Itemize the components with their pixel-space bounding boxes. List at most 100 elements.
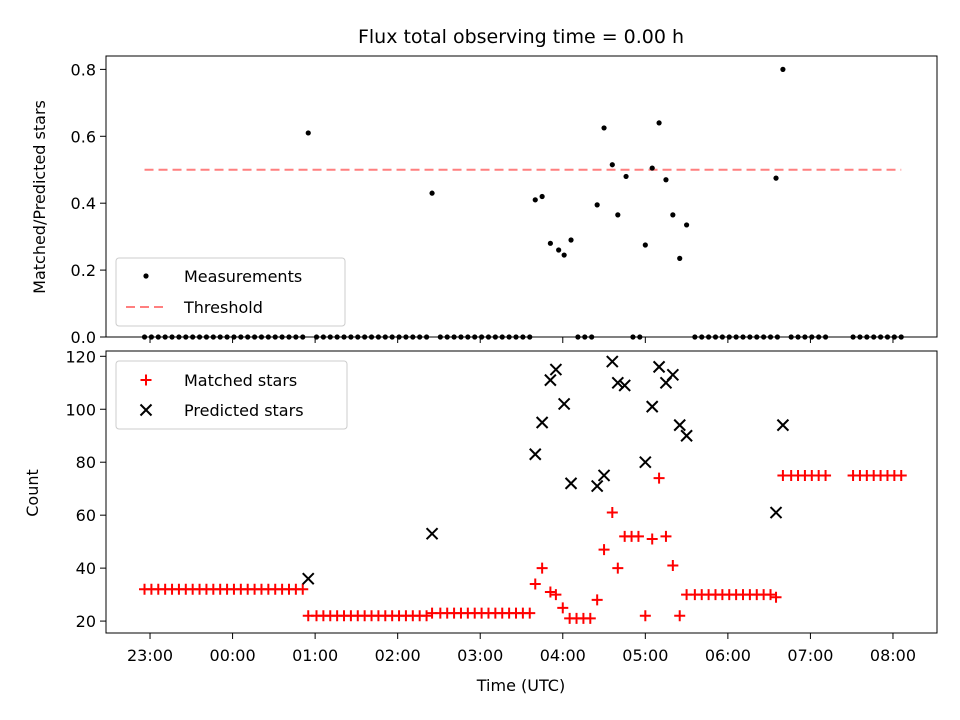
measurement-point	[499, 334, 505, 340]
predicted-star-point	[652, 360, 666, 374]
measurement-point	[389, 334, 395, 340]
top-y-tick-label: 0.2	[71, 261, 96, 280]
measurement-point	[615, 212, 621, 218]
measurement-point	[465, 334, 471, 340]
matched-star-point	[612, 562, 624, 574]
matched-star-point	[639, 610, 651, 622]
measurement-point	[492, 334, 498, 340]
predicted-star-point	[769, 506, 783, 519]
measurement-point	[850, 334, 856, 340]
predicted-star-point	[606, 355, 619, 368]
matched-star-point	[646, 533, 658, 545]
measurement-point	[403, 334, 409, 340]
measurement-point	[155, 334, 161, 340]
predicted-star-point	[590, 479, 604, 493]
measurement-point	[410, 334, 416, 340]
bottom-y-tick-label: 80	[76, 453, 96, 472]
predicted-star-point	[529, 448, 542, 461]
legend-matched-label: Matched stars	[184, 371, 297, 390]
bottom-plot-frame	[105, 350, 938, 634]
measurement-point	[251, 334, 258, 340]
bottom-y-tick-label: 40	[76, 559, 96, 578]
matched-star-point	[524, 607, 536, 619]
measurement-point	[162, 334, 168, 340]
x-tick-label: 06:00	[705, 646, 751, 665]
measurement-point	[265, 334, 271, 340]
measurement-point	[726, 334, 732, 340]
measurement-point	[423, 334, 430, 340]
measurement-point	[375, 334, 382, 340]
bottom-panel: 20 40 60 80 100 120 23:00 00:00 01:00 02:00 03:00 0…	[65, 347, 938, 665]
measurement-point	[141, 334, 148, 340]
measurement-point	[773, 175, 779, 181]
measurement-point	[210, 334, 216, 340]
legend-matched-marker	[140, 374, 152, 386]
measurement-point	[148, 334, 155, 340]
measurement-point	[451, 334, 457, 340]
predicted-star-point	[302, 572, 315, 585]
x-tick-label: 07:00	[787, 646, 833, 665]
x-tick-label: 23:00	[127, 646, 173, 665]
matched-star-point	[667, 559, 679, 571]
top-y-tick-label: 0.8	[71, 60, 96, 79]
measurement-point	[527, 334, 533, 340]
measurement-point	[485, 334, 492, 340]
bottom-y-axis-label: Count	[23, 469, 42, 517]
measurement-point	[217, 334, 223, 340]
top-legend	[115, 257, 346, 327]
measurement-point	[382, 334, 388, 340]
measurement-point	[692, 334, 698, 340]
predicted-star-point	[597, 469, 611, 482]
measurement-point	[479, 334, 485, 340]
measurement-point	[740, 334, 746, 340]
measurement-point	[279, 334, 285, 340]
measurement-point	[857, 334, 863, 340]
measurement-point	[169, 334, 175, 340]
measurement-point	[429, 190, 435, 196]
matched-star-point	[606, 507, 618, 519]
bottom-y-tick-label: 60	[76, 506, 96, 525]
measurement-point	[623, 173, 629, 180]
legend-threshold-label: Threshold	[183, 298, 263, 317]
measurement-point	[458, 334, 464, 340]
measurement-point	[190, 334, 196, 340]
measurement-point	[601, 125, 607, 131]
measurement-point	[245, 334, 251, 340]
measurement-point	[293, 334, 299, 340]
measurement-point	[809, 334, 815, 340]
matched-star-point	[421, 610, 433, 622]
matched-star-point	[653, 472, 665, 484]
measurement-point	[767, 334, 774, 340]
measurement-point	[224, 334, 230, 340]
matched-star-point	[591, 594, 603, 606]
bottom-y-tick-label: 120	[65, 347, 96, 366]
measurement-point	[368, 334, 375, 340]
matched-star-point	[674, 610, 686, 622]
measurement-point	[802, 334, 808, 340]
measurement-point	[683, 222, 690, 228]
measurement-point	[877, 334, 884, 340]
measurement-point	[575, 334, 581, 340]
measurement-point	[656, 120, 662, 126]
legend-predicted-marker	[139, 403, 153, 417]
measurement-point	[884, 334, 891, 340]
predicted-star-point	[557, 397, 571, 411]
measurement-point	[761, 334, 767, 340]
measurement-point	[258, 334, 265, 340]
x-tick-label: 08:00	[870, 646, 916, 665]
measurement-point	[871, 334, 877, 340]
measurement-point	[231, 334, 237, 340]
matched-star-point	[529, 578, 541, 590]
measurement-point	[547, 240, 553, 246]
measurement-point	[609, 162, 615, 168]
matched-star-point	[598, 544, 610, 556]
predicted-star-point	[544, 373, 557, 387]
measurement-point	[417, 334, 423, 340]
matched-star-point	[550, 589, 562, 601]
measurement-point	[747, 334, 753, 340]
matched-star-point	[660, 530, 672, 542]
measurement-point	[362, 334, 368, 340]
measurement-point	[532, 197, 538, 203]
bottom-y-tick-label: 20	[76, 612, 96, 631]
